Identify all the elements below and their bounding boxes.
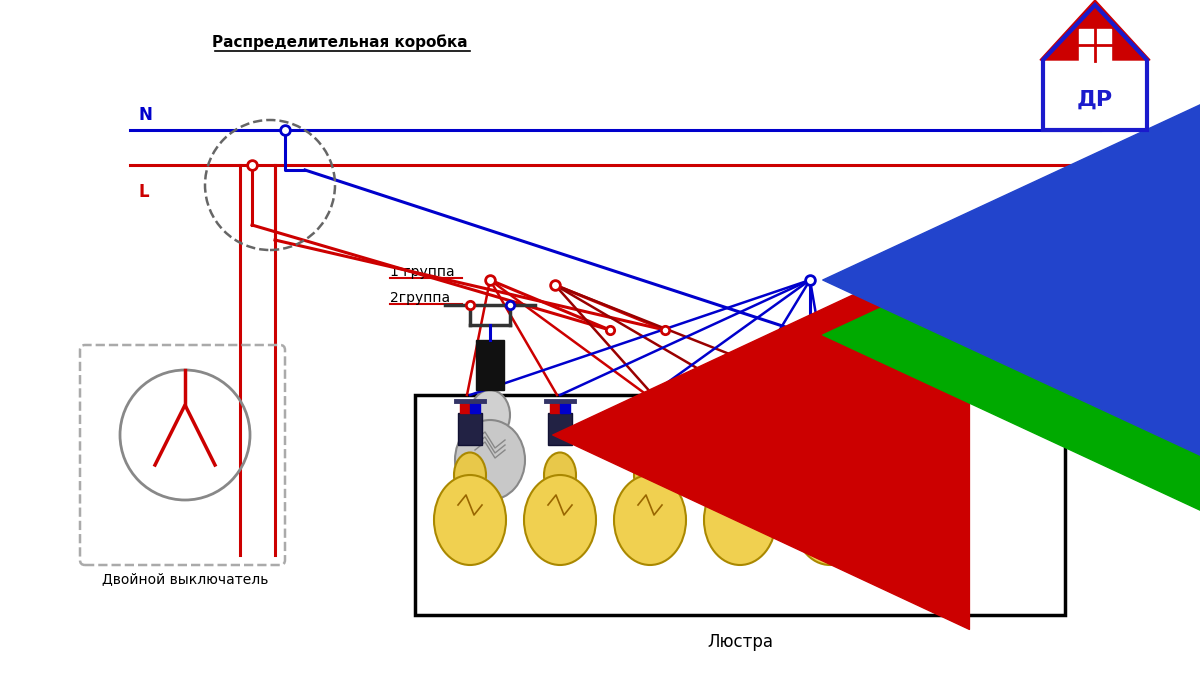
Text: 1 группа: 1 группа: [390, 265, 455, 279]
Ellipse shape: [544, 452, 576, 497]
Ellipse shape: [614, 475, 686, 565]
Bar: [415, 395, 1066, 615]
Text: Общий провод: Общий провод: [1012, 271, 1140, 289]
Bar: [650, 401, 660, 413]
Bar: [1079, 29, 1111, 61]
Text: N: N: [138, 106, 152, 124]
Bar: [638, 413, 662, 445]
Ellipse shape: [634, 452, 666, 497]
Text: Двойной выключатель: Двойной выключатель: [102, 572, 268, 586]
Ellipse shape: [704, 475, 776, 565]
Bar: [740, 401, 750, 413]
Bar: [560, 401, 570, 413]
Ellipse shape: [455, 420, 526, 500]
Bar: [458, 413, 482, 445]
Text: 2группа: 2группа: [390, 291, 450, 305]
Text: ДР: ДР: [1076, 90, 1114, 110]
Ellipse shape: [814, 452, 846, 497]
Bar: [820, 401, 830, 413]
Polygon shape: [1040, 0, 1150, 60]
Text: Люстра: Люстра: [707, 633, 773, 651]
Text: Общий провод: Общий провод: [1012, 326, 1140, 344]
Ellipse shape: [794, 475, 866, 565]
Bar: [818, 413, 842, 445]
Text: L: L: [138, 183, 149, 201]
Bar: [460, 401, 470, 413]
Bar: [730, 401, 740, 413]
Bar: [550, 401, 560, 413]
Ellipse shape: [724, 452, 756, 497]
Text: Распределительная коробка: Распределительная коробка: [212, 34, 468, 50]
Bar: [470, 401, 480, 413]
Bar: [640, 401, 650, 413]
Ellipse shape: [470, 390, 510, 440]
Bar: [728, 413, 752, 445]
Ellipse shape: [524, 475, 596, 565]
Bar: [476, 340, 504, 390]
Bar: [830, 401, 840, 413]
Bar: [548, 413, 572, 445]
Text: Не горит!: Не горит!: [886, 421, 1046, 449]
Ellipse shape: [434, 475, 506, 565]
Ellipse shape: [454, 452, 486, 497]
